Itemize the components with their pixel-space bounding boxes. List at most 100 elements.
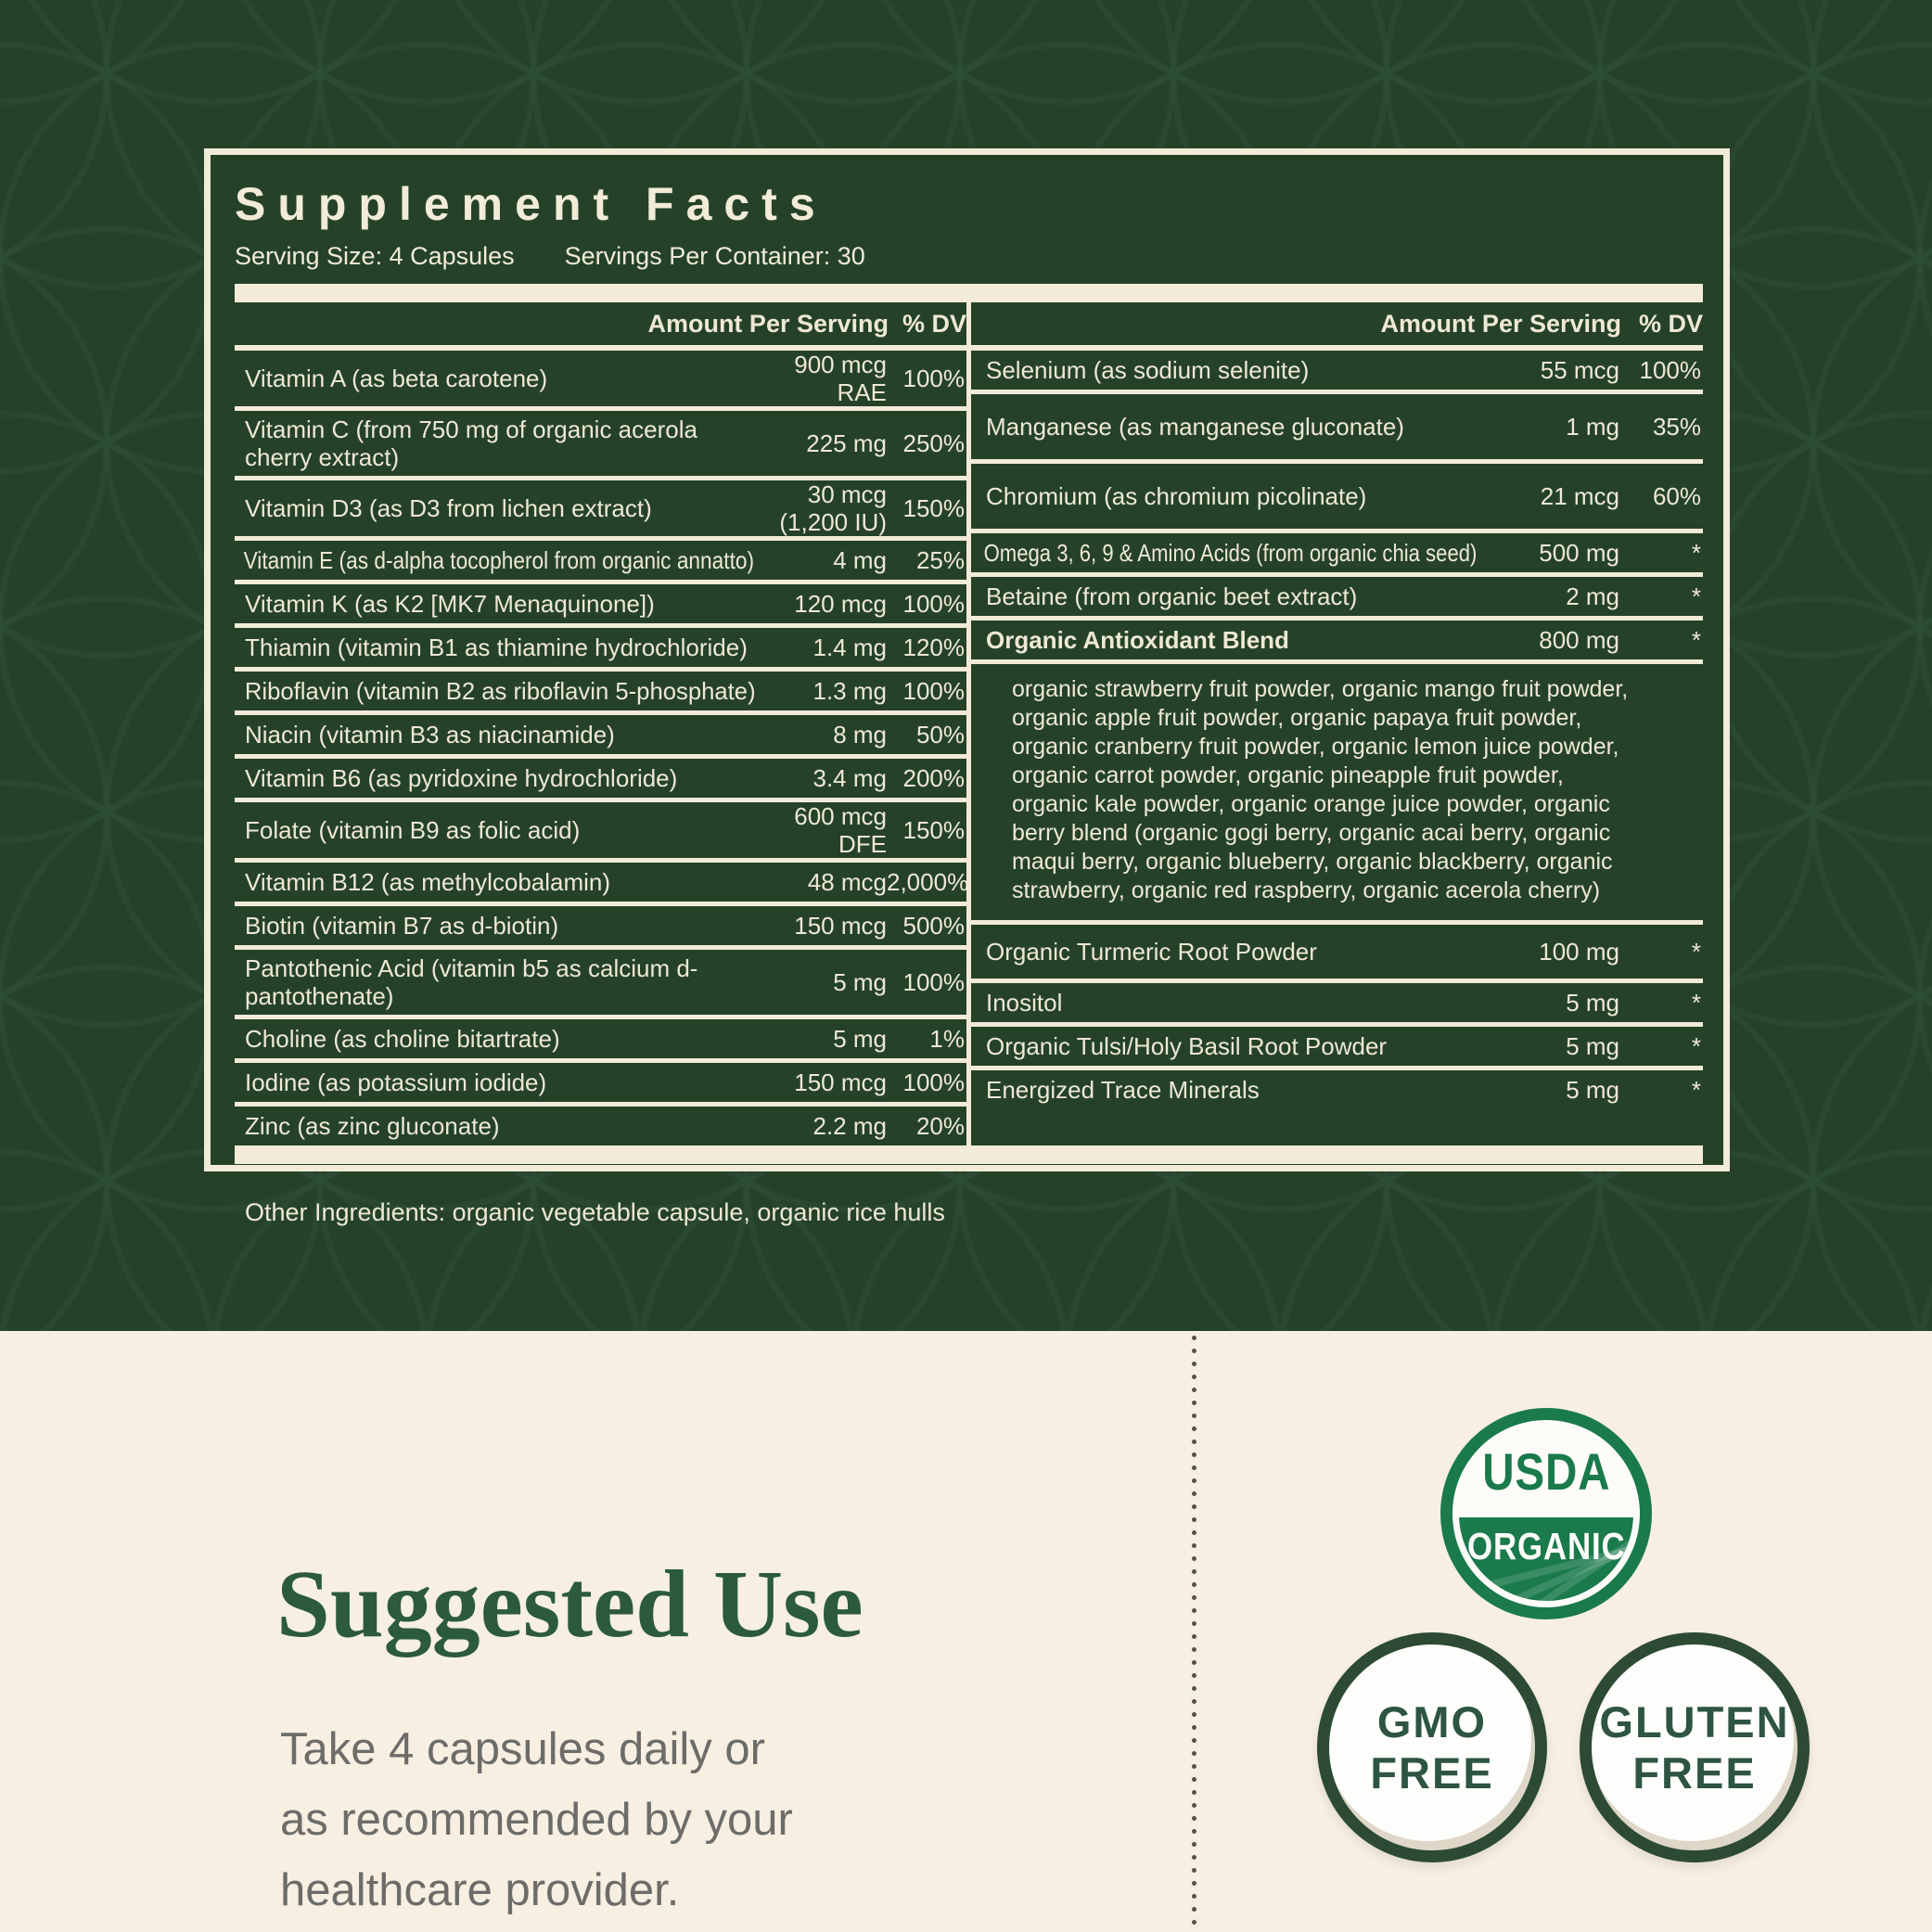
serving-info: Serving Size: 4 Capsules Servings Per Co…	[235, 242, 1703, 271]
blend-description: organic strawberry fruit powder, organic…	[1012, 676, 1629, 903]
divider-dot	[1191, 1881, 1196, 1886]
divider-dot	[1191, 1517, 1196, 1522]
row-name: Iodine (as potassium iodide)	[245, 1068, 547, 1096]
usda-seal-core: USDA ORGANIC	[1459, 1427, 1633, 1601]
row-name: Vitamin E (as d-alpha tocopherol from or…	[243, 546, 755, 574]
row-name: Pantothenic Acid (vitamin b5 as calcium …	[245, 954, 698, 1010]
gmo-badge-line: FREE	[1370, 1748, 1494, 1798]
row-dv: 100%	[902, 1068, 966, 1096]
row-amount: 1.3 mg	[812, 677, 888, 705]
table-row: Vitamin C (from 750 mg of organic acerol…	[235, 411, 966, 480]
table-row: Vitamin A (as beta carotene) 900 mcg RAE 1…	[235, 351, 966, 411]
row-dv: 25%	[915, 546, 965, 574]
gluten-badge-line: GLUTEN	[1599, 1697, 1790, 1746]
row-amount: 21 mcg	[1540, 482, 1619, 510]
divider-dot	[1191, 1920, 1196, 1925]
row-name: Organic Turmeric Root Powder	[986, 938, 1317, 966]
row-dv: 1%	[929, 1025, 965, 1053]
divider-dot	[1191, 1362, 1196, 1366]
row-dv: 150%	[902, 494, 966, 522]
divider-dot	[1191, 1414, 1196, 1418]
table-row: Zinc (as zinc gluconate) 2.2 mg 20%	[235, 1107, 966, 1145]
supplement-facts-panel: Supplement Facts Serving Size: 4 Capsule…	[204, 148, 1730, 1171]
row-dv: 100%	[902, 968, 966, 996]
row-amount: 8 mg	[833, 721, 887, 748]
table-row: Biotin (vitamin B7 as d-biotin) 150 mcg 50…	[235, 906, 966, 950]
divider-dot	[1191, 1842, 1196, 1847]
usda-organic-seal: USDA ORGANIC	[1440, 1408, 1652, 1619]
row-amount: 150 mcg	[794, 912, 887, 940]
divider-dot	[1191, 1712, 1196, 1717]
divider-dot	[1191, 1855, 1196, 1860]
divider-dot	[1191, 1777, 1196, 1782]
table-row: Chromium (as chromium picolinate) 21 mcg 6…	[971, 464, 1703, 533]
divider-dot	[1191, 1582, 1196, 1587]
divider-dot	[1191, 1738, 1196, 1743]
table-row: Energized Trace Minerals 5 mg *	[971, 1070, 1703, 1109]
row-name: Organic Tulsi/Holy Basil Root Powder	[986, 1032, 1388, 1060]
suggested-use-body: Take 4 capsules daily or as recommended …	[280, 1714, 793, 1926]
divider-dot	[1191, 1608, 1196, 1613]
facts-left-rows: Vitamin A (as beta carotene) 900 mcg RAE 1…	[235, 351, 969, 1145]
column-divider	[966, 302, 971, 1145]
row-amount: 30 mcg (1,200 IU)	[779, 480, 887, 536]
row-dv: 150%	[902, 816, 966, 844]
row-name: Betaine (from organic beet extract)	[986, 582, 1358, 610]
usda-text: USDA	[1481, 1442, 1611, 1502]
servings-per-container: Servings Per Container: 30	[564, 242, 865, 270]
row-amount: 1 mg	[1566, 413, 1619, 441]
row-name: Zinc (as zinc gluconate)	[245, 1112, 500, 1140]
divider-dot	[1191, 1336, 1196, 1340]
row-dv: *	[1691, 938, 1701, 966]
divider-dot	[1191, 1427, 1196, 1431]
table-row: Vitamin K (as K2 [MK7 Menaquinone]) 120 m…	[235, 584, 966, 628]
table-row: Iodine (as potassium iodide) 150 mcg 100%	[235, 1063, 966, 1107]
row-name: Vitamin C (from 750 mg of organic acerol…	[245, 416, 697, 471]
table-row: Vitamin E (as d-alpha tocopherol from or…	[235, 541, 966, 584]
row-dv: 50%	[915, 721, 965, 748]
suggested-use-line: healthcare provider.	[280, 1865, 680, 1915]
table-row: Selenium (as sodium selenite) 55 mcg 100%	[971, 351, 1703, 394]
table-row: Manganese (as manganese gluconate) 1 mg 35…	[971, 394, 1703, 464]
gluten-badge-line: FREE	[1632, 1748, 1757, 1798]
row-name: Energized Trace Minerals	[986, 1076, 1260, 1104]
divider-dot	[1191, 1388, 1196, 1392]
row-name: Thiamin (vitamin B1 as thiamine hydrochl…	[245, 633, 748, 661]
divider-dot	[1191, 1465, 1196, 1470]
row-name: Inositol	[986, 989, 1063, 1017]
row-dv: *	[1691, 1032, 1701, 1060]
table-row: Organic Turmeric Root Powder 100 mg *	[971, 925, 1703, 983]
row-amount: 5 mg	[833, 968, 887, 996]
divider-dot	[1191, 1478, 1196, 1483]
row-amount: 5 mg	[1566, 1076, 1619, 1104]
table-row: Vitamin D3 (as D3 from lichen extract) 30…	[235, 480, 966, 541]
table-row: Vitamin B12 (as methylcobalamin) 48 mcg 2,…	[235, 863, 969, 906]
divider-dot	[1191, 1725, 1196, 1730]
row-dv: *	[1691, 626, 1701, 654]
table-row: Riboflavin (vitamin B2 as riboflavin 5-p…	[235, 672, 966, 715]
row-dv: 2,000%	[887, 868, 969, 896]
divider-dot	[1191, 1647, 1196, 1652]
divider-dot	[1191, 1504, 1196, 1509]
row-amount: 5 mg	[833, 1025, 887, 1053]
divider-dot	[1191, 1439, 1196, 1444]
divider-dot	[1191, 1634, 1196, 1639]
row-name: Manganese (as manganese gluconate)	[986, 413, 1404, 441]
row-dv: *	[1691, 539, 1701, 567]
divider-dot	[1191, 1686, 1196, 1691]
facts-table-left: Amount Per Serving % DV Vitamin A (as be…	[235, 302, 969, 1145]
amount-per-serving-header: Amount Per Serving	[647, 309, 889, 338]
divider-dot	[1191, 1907, 1196, 1912]
divider-dot	[1191, 1621, 1196, 1626]
row-name: Vitamin B12 (as methylcobalamin)	[245, 868, 611, 896]
row-amount: 120 mcg	[794, 590, 887, 618]
row-dv: 250%	[902, 429, 966, 457]
facts-right-rows: Selenium (as sodium selenite) 55 mcg 100% M…	[971, 351, 1703, 1109]
divider-dot	[1191, 1868, 1196, 1873]
row-amount: 5 mg	[1566, 1032, 1619, 1060]
table-row: Pantothenic Acid (vitamin b5 as calcium …	[235, 950, 966, 1019]
facts-top-bar	[235, 284, 1703, 302]
table-row: Organic Tulsi/Holy Basil Root Powder 5 mg…	[971, 1027, 1703, 1070]
gmo-badge-line: GMO	[1376, 1697, 1488, 1746]
other-ingredients: Other Ingredients: organic vegetable cap…	[245, 1198, 945, 1226]
